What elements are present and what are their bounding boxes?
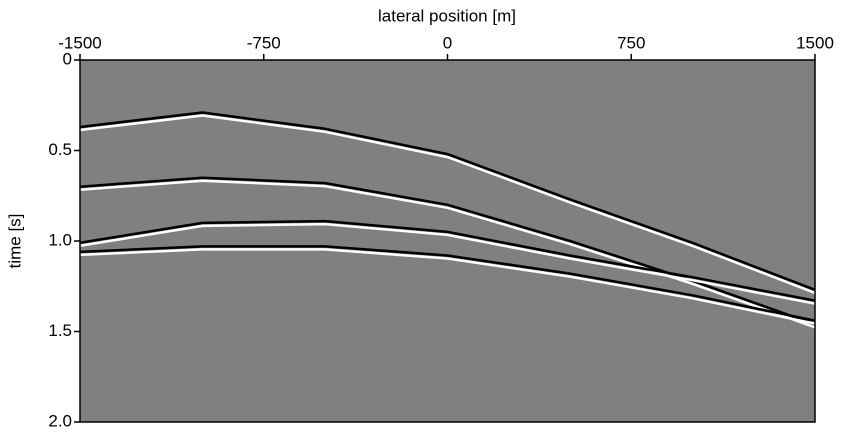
event-halo (80, 248, 815, 325)
x-axis-label: lateral position [m] (378, 6, 516, 25)
event-halo (80, 222, 815, 305)
event-line (80, 219, 815, 302)
x-tick-label: 0 (443, 33, 452, 52)
y-tick-label: 1.5 (48, 321, 72, 340)
x-tick-label: 750 (617, 33, 645, 52)
y-axis-label: time [s] (5, 214, 24, 269)
y-tick-label: 0 (63, 49, 72, 68)
plot-area (80, 60, 815, 422)
x-tick-label: -750 (247, 33, 281, 52)
event-halo (80, 114, 815, 295)
y-tick-label: 0.5 (48, 140, 72, 159)
x-tick-label: 1500 (796, 33, 834, 52)
y-tick-label: 1.0 (48, 230, 72, 249)
x-tick-label: -1500 (58, 33, 101, 52)
y-tick-label: 2.0 (48, 411, 72, 430)
event-halo (80, 179, 815, 329)
event-line (80, 245, 815, 322)
event-line (80, 111, 815, 292)
